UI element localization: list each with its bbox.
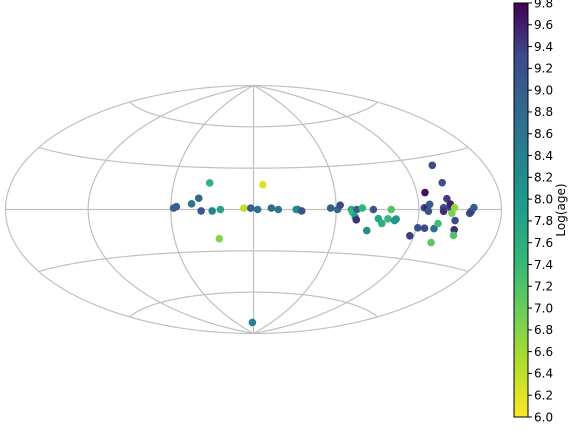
scatter-point (208, 207, 216, 215)
parallel-line (129, 291, 378, 318)
scatter-point (450, 203, 459, 212)
colorbar-tick-label: 7.4 (534, 258, 553, 272)
colorbar-tick-label: 6.0 (534, 410, 553, 424)
colorbar-tick-label: 8.8 (534, 105, 553, 119)
colorbar-tick-label: 9.6 (534, 18, 553, 32)
scatter-point (470, 203, 478, 212)
scatter-point (172, 202, 181, 211)
colorbar-tick-label: 8.4 (534, 149, 553, 163)
scatter-point (216, 205, 225, 214)
scatter-point (352, 216, 361, 224)
colorbar-tick-label: 8.2 (534, 171, 553, 185)
scatter-point (259, 180, 267, 189)
scatter-point (362, 226, 371, 235)
colorbar-tick-label: 7.6 (534, 236, 553, 250)
scatter-point (424, 207, 433, 216)
scatter-point (420, 224, 429, 232)
parallel-line (129, 101, 378, 128)
colorbar-tick-label: 8.6 (534, 127, 553, 141)
scatter-point (369, 205, 378, 214)
colorbar-gradient (513, 2, 529, 418)
scatter-point (336, 201, 345, 209)
colorbar-tick-label: 7.2 (534, 280, 553, 294)
scatter-point (187, 200, 196, 208)
colorbar-tick-label: 8.0 (534, 192, 553, 206)
scatter-point (449, 231, 458, 240)
colorbar-tick-label: 6.4 (534, 367, 553, 381)
scatter-point (438, 178, 446, 187)
scatter-point (358, 204, 367, 212)
scatter-point (428, 161, 437, 170)
colorbar-tick-label: 9.8 (534, 0, 553, 10)
scatter-point (267, 204, 276, 212)
colorbar-ticks: 6.0 6.2 6.4 6.6 6.8 7.0 7.2 7.4 7.6 7.8 8.0 8.2 8.4 8… (528, 0, 553, 424)
colorbar-tick-label: 6.6 (534, 345, 553, 359)
colorbar-tick-label: 7.8 (534, 214, 553, 228)
scatter-point (387, 205, 396, 214)
scatter-point (439, 207, 448, 216)
colorbar: 6.0 6.2 6.4 6.6 6.8 7.0 7.2 7.4 7.6 7.8 8.0 8.2 8.4 8… (513, 0, 568, 424)
colorbar-tick-label: 9.4 (534, 40, 553, 54)
parallel-line (38, 146, 469, 169)
scatter-point (406, 231, 414, 240)
scatter-point (392, 215, 401, 223)
scatter-point (194, 194, 203, 203)
scatter-point (421, 188, 429, 197)
scatter-point (450, 225, 458, 234)
scatter-point (434, 219, 442, 228)
scatter-point (205, 179, 214, 187)
scatter-point (246, 204, 255, 212)
scatter-point (414, 224, 422, 232)
scatter-point (384, 215, 392, 223)
colorbar-tick-label: 6.8 (534, 323, 553, 337)
scatter-point (427, 238, 435, 247)
scatter-point (378, 219, 386, 228)
scatter-point (430, 224, 438, 233)
colorbar-tick-label: 9.0 (534, 83, 553, 97)
scatter-points (169, 161, 478, 327)
scatter-point (240, 204, 248, 212)
scatter-point (197, 207, 205, 215)
scatter-point (274, 205, 283, 214)
scatter-point (326, 204, 335, 212)
scatter-point (248, 318, 257, 327)
scatter-point (215, 234, 224, 243)
colorbar-tick-label: 9.2 (534, 62, 553, 76)
scatter-point (253, 205, 262, 214)
colorbar-tick-label: 6.2 (534, 389, 553, 403)
colorbar-label: Log(age) (554, 183, 568, 236)
scatter-point (425, 200, 434, 209)
parallel-line (38, 250, 469, 273)
scatter-point (451, 216, 459, 225)
colorbar-tick-label: 7.0 (534, 301, 553, 315)
scatter-point (297, 207, 306, 215)
